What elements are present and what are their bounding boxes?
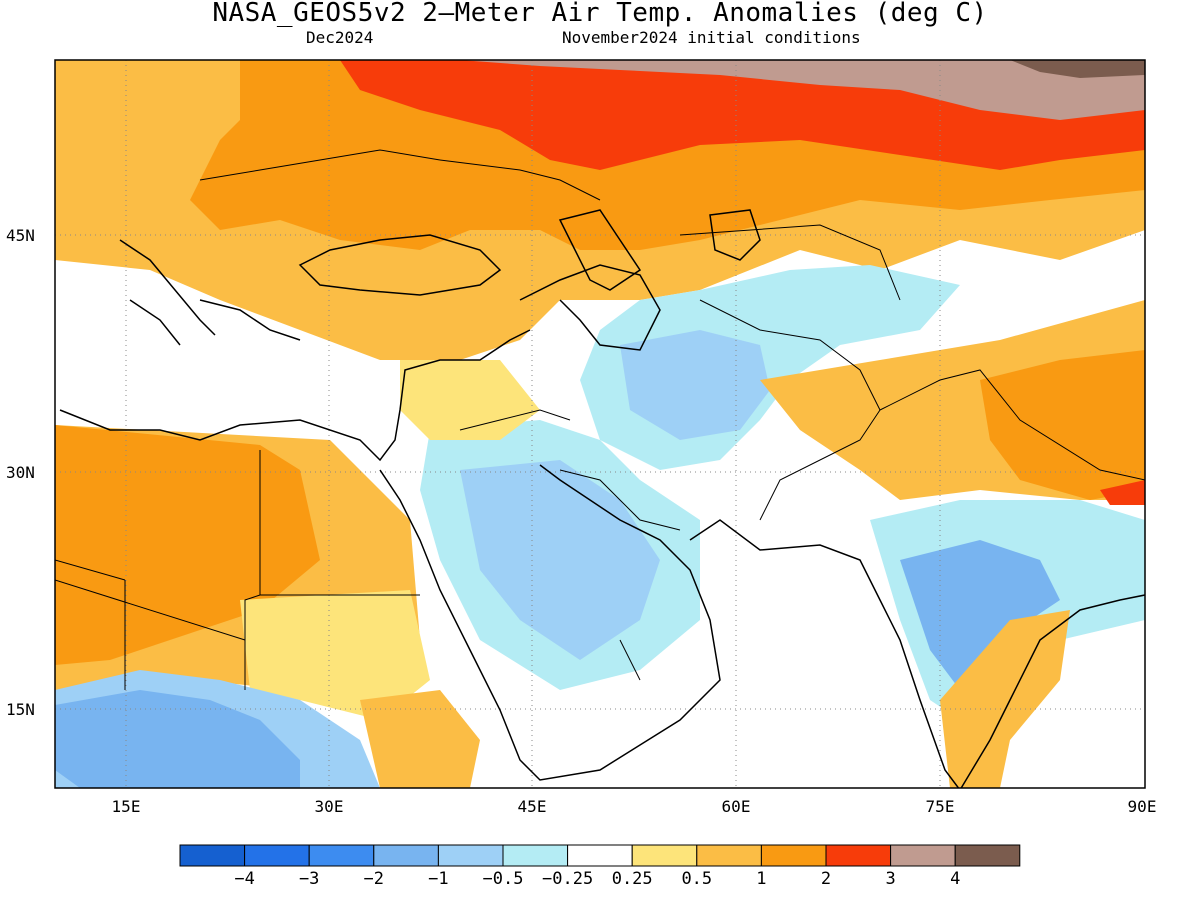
colorbar-tick-label: 2 <box>820 869 832 889</box>
lon-label-15e: 15E <box>111 797 141 816</box>
forecast-month: Dec2024 <box>306 28 374 47</box>
graticule <box>55 60 1145 788</box>
cold-zone-sahel <box>55 690 300 788</box>
colorbar-swatch <box>502 844 569 867</box>
colorbar-swatch <box>244 844 310 867</box>
colorbar-tick-label: −1 <box>428 869 449 889</box>
lon-label-75e: 75E <box>925 797 955 816</box>
colorbar-swatch <box>760 844 827 867</box>
country-borders <box>55 149 1145 690</box>
colorbar-tick-label: 4 <box>950 869 961 889</box>
lon-label-60e: 60E <box>721 797 751 816</box>
colorbar-swatch <box>437 844 504 867</box>
colorbar-swatch <box>308 844 375 867</box>
colorbar-tick-label: −4 <box>234 869 255 889</box>
warm-zone-levant <box>400 360 540 440</box>
hot-zone-himalaya <box>1100 480 1145 505</box>
cold-zone-iran <box>620 330 770 440</box>
mild-warm-zone-sahel <box>240 590 430 720</box>
strong-warm-zone-tibet <box>980 350 1145 500</box>
coastlines <box>59 209 1145 788</box>
colorbar-swatch <box>825 844 892 867</box>
cold-zone-arabia <box>460 460 660 660</box>
lon-label-30e: 30E <box>314 797 344 816</box>
colorbar-tick-label: 3 <box>885 869 896 889</box>
colorbar-swatch <box>890 844 956 867</box>
map-frame <box>54 59 1146 789</box>
initial-conditions: November2024 initial conditions <box>562 28 861 47</box>
cold-zone-india <box>900 540 1060 690</box>
colorbar-swatch <box>567 844 633 867</box>
lat-label-15n: 15N <box>6 700 35 719</box>
colorbar-swatch <box>179 844 246 867</box>
colorbar-swatch <box>373 844 439 867</box>
warm-zone-south-india <box>940 610 1070 788</box>
anomaly-fields <box>55 60 1145 788</box>
colorbar-tick-label: −2 <box>363 869 385 889</box>
lon-label-45e: 45E <box>517 797 547 816</box>
warm-zone-horn <box>360 690 480 788</box>
max-zone-north <box>1010 60 1145 78</box>
extreme-zone-north <box>460 60 1145 120</box>
colorbar-tick-label: −3 <box>298 869 320 889</box>
lat-label-30n: 30N <box>6 463 35 482</box>
colorbar-tick-label: −0.25 <box>542 869 594 889</box>
colorbar-swatch <box>954 844 1021 867</box>
colorbar <box>179 844 1021 867</box>
colorbar-tick-label: 0.5 <box>681 869 713 889</box>
colorbar-tick-label: −0.5 <box>482 869 524 889</box>
lat-label-45n: 45N <box>6 226 35 245</box>
map-title: NASA_GEOS5v2 2–Meter Air Temp. Anomalies… <box>212 0 988 28</box>
lon-label-90e: 90E <box>1127 797 1157 816</box>
colorbar-tick-label: 0.25 <box>611 869 653 889</box>
colorbar-swatch <box>696 844 762 867</box>
colorbar-tick-label: 1 <box>756 869 767 889</box>
colorbar-swatch <box>631 844 698 867</box>
